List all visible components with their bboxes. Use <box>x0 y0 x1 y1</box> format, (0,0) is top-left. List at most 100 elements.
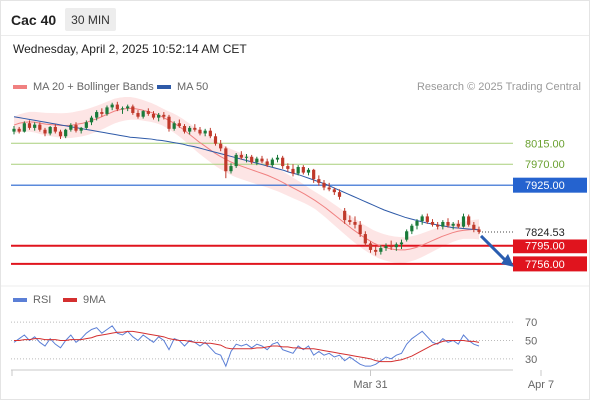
candle-69 <box>368 241 373 253</box>
candle-body-84 <box>446 221 450 226</box>
candle-body-87 <box>461 216 466 227</box>
candle-54 <box>291 164 295 177</box>
legend-ma20-label: MA 20 + Bollinger Bands <box>33 81 154 93</box>
candle-body-34 <box>188 127 192 132</box>
candle-24 <box>136 110 140 119</box>
x-tick-label-1: Apr 7 <box>528 379 554 391</box>
candle-body-18 <box>105 107 109 114</box>
candle-14 <box>84 120 88 130</box>
candle-body-41 <box>224 148 228 172</box>
rsi-swatch <box>13 298 27 302</box>
candle-body-77 <box>410 225 414 232</box>
candle-body-15 <box>89 117 94 123</box>
candle-body-7 <box>48 126 52 134</box>
candle-body-65 <box>348 220 352 222</box>
candle-body-32 <box>177 123 181 127</box>
candle-body-80 <box>425 216 429 222</box>
candle-body-76 <box>405 231 409 240</box>
candle-59 <box>317 175 321 186</box>
candle-39 <box>213 133 218 146</box>
candle-26 <box>146 108 150 116</box>
candle-16 <box>95 110 99 121</box>
candle-body-69 <box>368 243 373 250</box>
candle-83 <box>441 220 445 230</box>
candle-body-2 <box>22 123 26 132</box>
candle-body-68 <box>363 234 367 244</box>
candle-53 <box>286 163 290 172</box>
candle-73 <box>389 240 393 250</box>
candle-body-78 <box>415 221 419 226</box>
candle-body-60 <box>322 182 326 188</box>
ma20-swatch <box>13 85 27 89</box>
candle-body-79 <box>420 216 424 222</box>
candle-52 <box>281 155 285 169</box>
candle-body-12 <box>74 125 78 131</box>
candle-77 <box>410 223 414 235</box>
candle-74 <box>394 242 398 251</box>
candle-9 <box>58 129 63 140</box>
candle-78 <box>415 219 419 230</box>
candle-body-14 <box>84 122 88 128</box>
candle-body-42 <box>229 166 233 172</box>
candle-72 <box>384 243 388 251</box>
candle-body-38 <box>208 130 212 137</box>
bollinger-band <box>14 96 479 263</box>
candle-body-0 <box>12 128 16 132</box>
candle-body-20 <box>115 104 119 110</box>
candle-20 <box>115 101 119 112</box>
candle-37 <box>203 128 207 137</box>
level-label-4: 7756.00 <box>525 259 565 271</box>
interval-badge[interactable]: 30 MIN <box>65 8 116 31</box>
candle-body-54 <box>291 168 295 174</box>
candle-body-52 <box>281 157 285 167</box>
candle-body-39 <box>213 136 218 144</box>
candle-65 <box>348 215 352 225</box>
x-tick-label-0: Mar 31 <box>353 379 387 391</box>
candle-body-19 <box>110 104 114 108</box>
candle-body-21 <box>120 108 125 110</box>
candle-55 <box>296 165 300 176</box>
candle-88 <box>467 214 471 227</box>
candle-body-28 <box>157 114 161 118</box>
candle-82 <box>436 221 440 230</box>
candle-10 <box>64 128 68 139</box>
level-tag-2 <box>513 177 587 193</box>
candle-6 <box>43 127 47 137</box>
candle-48 <box>260 155 264 164</box>
candle-body-31 <box>172 123 176 129</box>
legend-rsi: RSI <box>13 294 51 306</box>
candle-body-8 <box>53 126 57 132</box>
candle-body-59 <box>317 179 321 183</box>
candle-body-9 <box>58 131 63 137</box>
candle-body-33 <box>182 126 187 132</box>
candle-3 <box>27 120 32 130</box>
level-label-2: 7925.00 <box>525 180 565 192</box>
candle-33 <box>182 124 187 134</box>
candle-29 <box>162 112 166 120</box>
candle-body-44 <box>239 154 243 158</box>
candle-41 <box>224 146 228 179</box>
candle-body-53 <box>286 166 290 169</box>
candle-30 <box>167 114 171 132</box>
candle-17 <box>100 108 104 117</box>
candle-51 <box>275 154 280 163</box>
candle-57 <box>306 167 311 176</box>
candle-40 <box>219 139 223 152</box>
candle-body-13 <box>79 127 83 131</box>
candle-62 <box>332 187 336 195</box>
candle-89 <box>472 221 476 233</box>
level-tag-3 <box>513 238 587 254</box>
candle-49 <box>265 158 269 168</box>
candle-64 <box>343 208 347 224</box>
candle-35 <box>193 124 197 132</box>
candle-body-85 <box>451 223 455 226</box>
candle-body-64 <box>343 210 347 221</box>
candle-body-11 <box>69 125 73 130</box>
candle-body-72 <box>384 246 388 249</box>
candle-21 <box>120 106 125 114</box>
candle-body-29 <box>162 114 166 117</box>
candle-22 <box>126 104 130 112</box>
candle-body-83 <box>441 221 445 227</box>
candle-45 <box>244 153 249 163</box>
